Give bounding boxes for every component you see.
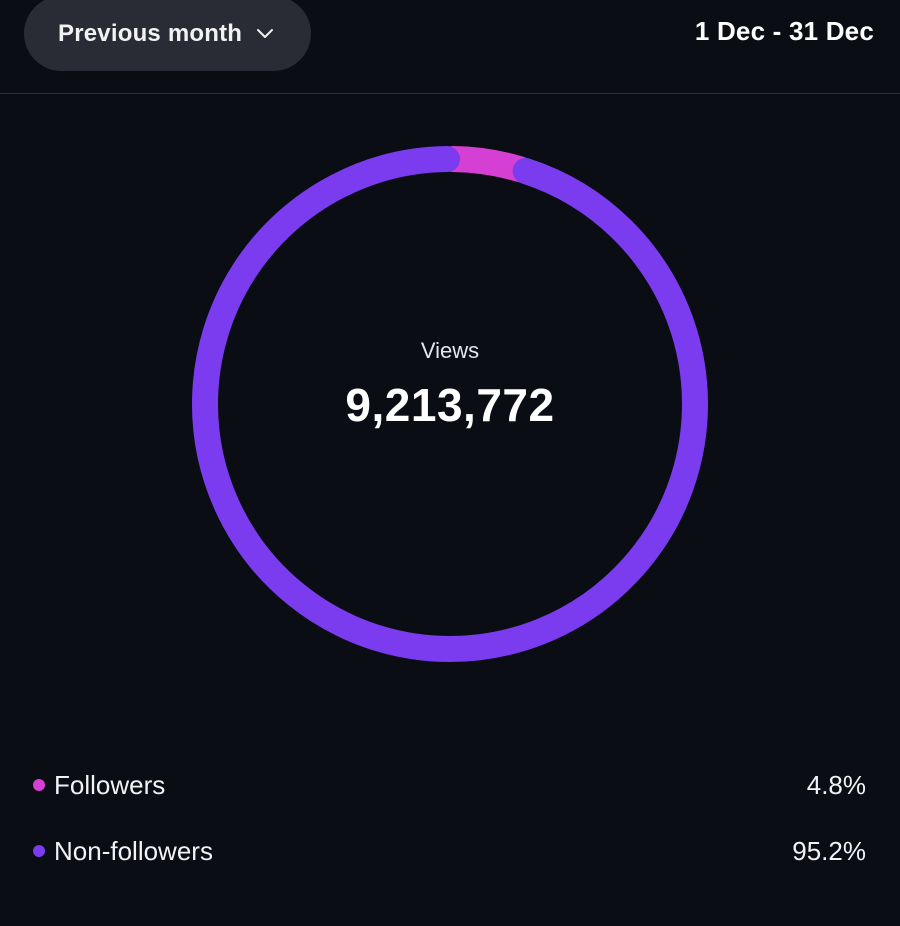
donut-svg bbox=[192, 146, 708, 662]
legend-item-followers: Followers 4.8% bbox=[0, 752, 900, 818]
non-followers-slice bbox=[192, 146, 708, 662]
chevron-down-icon bbox=[257, 28, 274, 38]
header: Previous month 1 Dec - 31 Dec bbox=[0, 0, 900, 94]
followers-slice bbox=[439, 146, 533, 183]
legend-value: 4.8% bbox=[806, 769, 866, 800]
legend: Followers 4.8% Non-followers 95.2% bbox=[0, 752, 900, 884]
date-range: 1 Dec - 31 Dec bbox=[694, 16, 874, 46]
legend-item-non-followers: Non-followers 95.2% bbox=[0, 818, 900, 884]
non-followers-dot-icon bbox=[33, 845, 45, 857]
chart-center-value: 9,213,772 bbox=[345, 379, 555, 431]
legend-value: 95.2% bbox=[792, 835, 866, 866]
legend-label: Followers bbox=[54, 769, 166, 800]
period-dropdown-button[interactable]: Previous month bbox=[24, 0, 311, 71]
chart-center-label: Views bbox=[420, 338, 480, 363]
donut-chart: Views 9,213,772 bbox=[0, 94, 900, 714]
legend-label: Non-followers bbox=[54, 835, 213, 866]
followers-dot-icon bbox=[33, 779, 45, 791]
period-label: Previous month bbox=[58, 19, 243, 47]
